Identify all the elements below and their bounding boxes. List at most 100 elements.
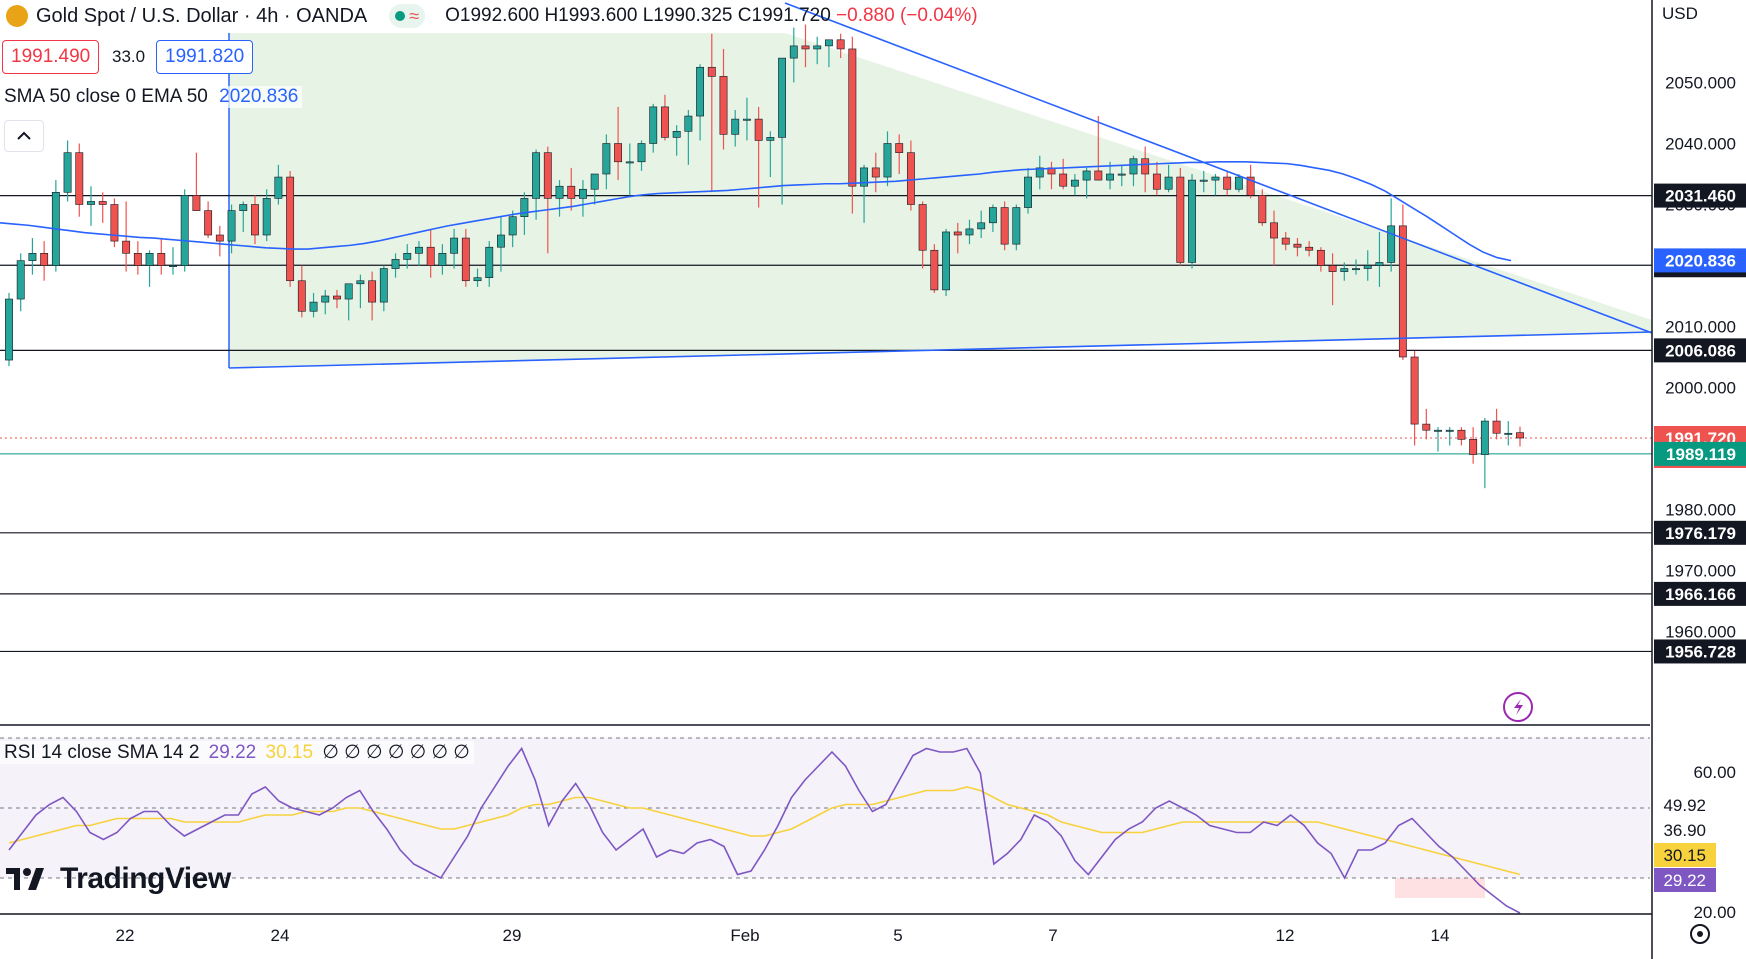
candle[interactable] — [356, 274, 365, 309]
candle[interactable] — [883, 131, 892, 187]
candle[interactable] — [801, 24, 810, 68]
candle[interactable] — [169, 247, 177, 275]
candle[interactable] — [1012, 204, 1021, 251]
descending-trendline[interactable] — [784, 2, 1653, 334]
candle[interactable] — [953, 222, 962, 254]
price-tag[interactable]: 1966.166 — [1654, 581, 1746, 606]
candle[interactable] — [485, 241, 494, 287]
candle[interactable] — [110, 198, 119, 248]
rsi-value-tag[interactable]: 36.90 — [1663, 821, 1706, 840]
candle[interactable] — [637, 140, 646, 171]
candle[interactable] — [133, 241, 142, 275]
candle[interactable] — [1480, 418, 1489, 489]
candle[interactable] — [391, 253, 400, 278]
candle[interactable] — [1152, 161, 1161, 196]
candle[interactable] — [1281, 231, 1290, 251]
candle[interactable] — [590, 173, 599, 205]
candle[interactable] — [1410, 350, 1419, 446]
buy-price-button[interactable]: 1991.820 — [156, 40, 254, 74]
candle[interactable] — [625, 143, 634, 196]
candle[interactable] — [754, 106, 763, 208]
candle[interactable] — [450, 228, 459, 269]
candle[interactable] — [262, 189, 271, 242]
candle[interactable] — [1141, 146, 1150, 193]
candle[interactable] — [1434, 427, 1442, 452]
candle[interactable] — [274, 164, 283, 205]
candle[interactable] — [1234, 174, 1243, 193]
candle[interactable] — [286, 170, 295, 287]
candle[interactable] — [403, 244, 412, 269]
price-tag[interactable]: 2031.460 — [1654, 183, 1746, 208]
price-tag[interactable]: 2006.086 — [1654, 338, 1746, 363]
candle[interactable] — [1363, 250, 1372, 281]
candle[interactable] — [497, 216, 505, 272]
candle[interactable] — [1129, 155, 1138, 187]
candle[interactable] — [848, 36, 857, 214]
candle[interactable] — [579, 180, 587, 217]
candle[interactable] — [836, 33, 845, 59]
candle[interactable] — [215, 225, 224, 257]
candle[interactable] — [1164, 164, 1173, 193]
candle[interactable] — [1445, 427, 1454, 446]
candle[interactable] — [965, 219, 974, 245]
candle[interactable] — [918, 201, 927, 269]
ema-50-line[interactable] — [0, 161, 1512, 262]
candle[interactable] — [379, 265, 388, 312]
candle[interactable] — [672, 125, 681, 156]
candle[interactable] — [731, 109, 740, 147]
candle[interactable] — [251, 195, 259, 245]
candle[interactable] — [1398, 204, 1407, 361]
candle[interactable] — [1199, 170, 1208, 193]
candle[interactable] — [63, 140, 72, 202]
candle[interactable] — [696, 64, 705, 141]
price-tag[interactable]: 2020.836 — [1654, 248, 1746, 273]
candle[interactable] — [1117, 164, 1126, 187]
tradingview-logo[interactable]: TradingView — [6, 862, 231, 896]
candle[interactable] — [461, 228, 470, 287]
candle[interactable] — [98, 192, 107, 223]
candle[interactable] — [192, 152, 201, 211]
candle[interactable] — [602, 134, 611, 190]
candle[interactable] — [860, 164, 868, 223]
candle[interactable] — [1176, 167, 1185, 266]
status-indicator[interactable]: ≈ — [389, 4, 426, 28]
sell-price-button[interactable]: 1991.490 — [2, 40, 100, 74]
candle[interactable] — [1188, 174, 1196, 269]
candle[interactable] — [16, 253, 25, 312]
candle[interactable] — [1352, 259, 1360, 275]
candle[interactable] — [567, 167, 576, 211]
collapse-button[interactable] — [4, 120, 44, 152]
candle[interactable] — [942, 228, 950, 296]
candle[interactable] — [719, 48, 728, 150]
candle[interactable] — [1223, 170, 1232, 196]
candle[interactable] — [789, 27, 798, 83]
candle[interactable] — [813, 36, 822, 65]
ascending-trendline[interactable] — [228, 331, 1653, 369]
candle[interactable] — [321, 289, 330, 315]
candle[interactable] — [1469, 427, 1478, 464]
lightning-icon[interactable] — [1503, 692, 1533, 722]
candle[interactable] — [1328, 253, 1337, 306]
candle[interactable] — [871, 152, 880, 193]
candle[interactable] — [1094, 116, 1103, 181]
settings-icon[interactable] — [1690, 924, 1710, 944]
candle[interactable] — [1457, 427, 1466, 446]
candle[interactable] — [988, 204, 997, 232]
candle[interactable] — [508, 210, 517, 248]
candle[interactable] — [145, 250, 154, 287]
price-tag[interactable]: 1956.728 — [1654, 639, 1746, 664]
candle[interactable] — [824, 39, 833, 68]
symbol-header[interactable]: Gold Spot / U.S. Dollar · 4h · OANDA ≈ O… — [6, 2, 978, 30]
candle[interactable] — [75, 143, 84, 217]
candle[interactable] — [5, 292, 13, 367]
candle[interactable] — [297, 265, 306, 318]
candle[interactable] — [930, 244, 939, 293]
candle[interactable] — [51, 180, 60, 272]
candle[interactable] — [1035, 155, 1044, 190]
rsi-value-tag[interactable]: 30.15 — [1654, 843, 1716, 867]
candle[interactable] — [1316, 247, 1325, 272]
candle[interactable] — [157, 238, 166, 275]
candle[interactable] — [1387, 198, 1396, 272]
currency-selector[interactable]: USD — [1662, 4, 1698, 24]
